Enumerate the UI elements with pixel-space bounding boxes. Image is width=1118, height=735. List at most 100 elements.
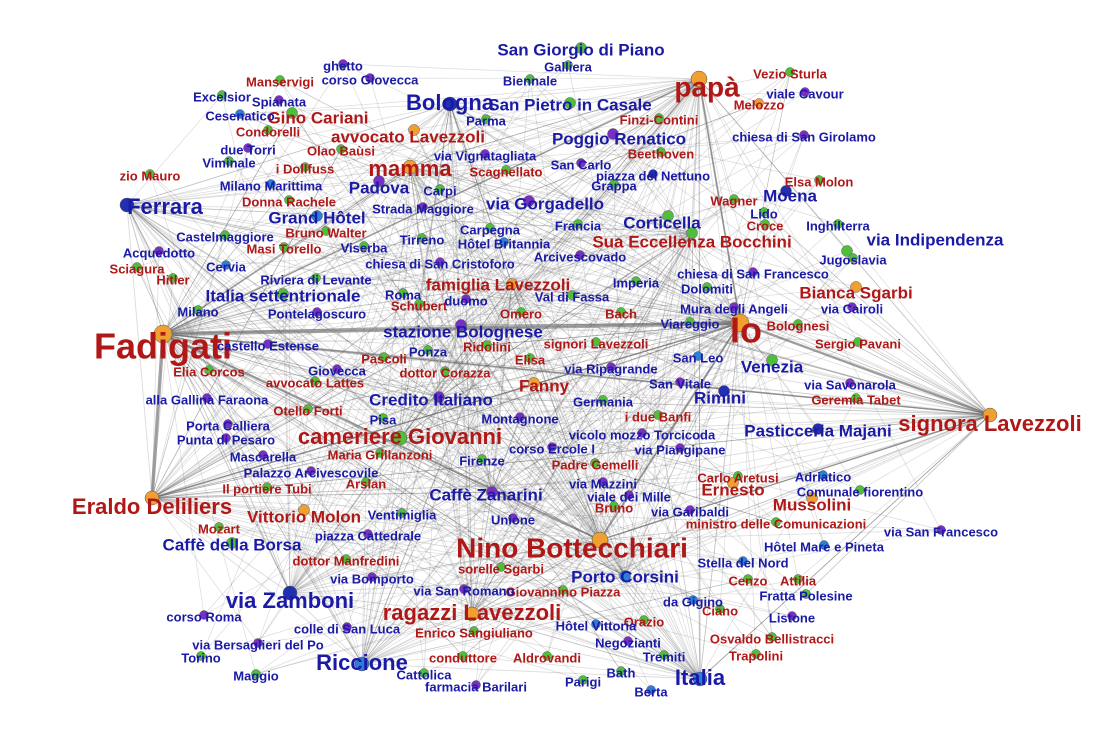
network-edge — [206, 397, 701, 680]
network-edge — [342, 63, 462, 326]
network-edge — [239, 78, 700, 115]
network-edge — [599, 232, 693, 541]
network-edge — [460, 324, 861, 491]
network-edge — [763, 211, 991, 416]
network-edge — [462, 539, 601, 657]
network-edge — [546, 78, 700, 657]
node-dot-corsoGiov — [365, 73, 375, 83]
node-dot-dottcorazza — [440, 366, 450, 376]
network-edge — [126, 204, 227, 266]
network-edge — [460, 215, 669, 326]
network-edge — [698, 78, 848, 252]
network-edge — [698, 78, 701, 680]
node-dot-porto — [619, 570, 631, 582]
node-label-viaPiangi: via Piangipane — [634, 442, 725, 457]
network-edge — [449, 103, 513, 285]
node-label-nino: Nino Bottecchiari — [456, 532, 688, 563]
network-edge — [289, 324, 462, 594]
node-label-olao: Olao Baùsi — [307, 143, 375, 158]
network-edge — [336, 78, 700, 370]
network-edge — [126, 204, 316, 382]
network-edge — [203, 324, 462, 616]
node-dot-mussolini — [806, 492, 818, 504]
node-dot-avvlattes — [310, 376, 320, 386]
network-edge — [484, 153, 991, 416]
network-edge — [511, 283, 721, 610]
node-dot-negozianti — [623, 636, 633, 646]
network-edge — [361, 223, 839, 665]
node-label-ministro: ministro delle Comunicazioni — [686, 516, 867, 531]
node-dot-mascarella — [258, 450, 268, 460]
network-edge — [624, 232, 693, 577]
node-dot-conduttore — [458, 651, 468, 661]
network-edge — [289, 408, 309, 594]
network-edge — [325, 78, 700, 232]
node-label-ferrara: Ferrara — [127, 194, 204, 219]
network-labels: Fadigati Io Nino Bottecchiari papà Eraldo De… — [72, 40, 1082, 699]
network-edge — [197, 78, 700, 311]
network-edge — [151, 71, 791, 499]
network-edge — [162, 271, 754, 335]
network-edge — [698, 78, 859, 343]
node-dot-papa — [690, 70, 708, 88]
network-edge — [361, 481, 367, 665]
network-edge — [698, 78, 701, 680]
network-edge — [471, 232, 693, 615]
network-edge — [460, 232, 693, 326]
network-edge — [471, 322, 741, 615]
network-edge — [162, 333, 535, 384]
node-dot-arcivescovado — [575, 250, 585, 260]
network-edge — [126, 204, 268, 488]
node-label-maggio: Maggio — [233, 668, 279, 683]
network-edge — [383, 103, 451, 358]
network-edge — [371, 539, 601, 578]
network-edge — [413, 103, 451, 131]
node-dot-germania — [598, 395, 608, 405]
network-edge — [257, 437, 401, 644]
network-edge — [624, 428, 819, 577]
network-edge — [361, 575, 626, 665]
network-edge — [151, 414, 991, 499]
node-dot-acquedotto — [154, 246, 164, 256]
network-edge — [279, 79, 440, 398]
node-label-torino: Torino — [181, 650, 221, 665]
network-edge — [218, 526, 626, 577]
node-label-rivieraLev: Riviera di Levante — [260, 272, 371, 287]
network-edge — [465, 298, 473, 615]
node-dot-arslan — [361, 477, 371, 487]
network-edge — [667, 215, 741, 324]
network-edge — [399, 103, 451, 439]
network-edge — [289, 78, 531, 594]
network-edge — [361, 179, 820, 665]
network-edge — [361, 578, 749, 665]
node-dot-viareggio — [685, 317, 695, 327]
node-label-dottManfredini: dottor Manfredini — [293, 553, 400, 568]
network-edge — [126, 204, 513, 285]
node-label-vicolo: vicolo mozzo Torcicoda — [569, 427, 716, 442]
node-label-tremiti: Tremiti — [643, 649, 686, 664]
node-dot-tirreno — [417, 233, 427, 243]
network-edge — [449, 103, 701, 680]
network-edge — [225, 232, 693, 266]
network-edge — [162, 333, 626, 577]
network-edge — [491, 366, 612, 493]
network-edge — [409, 134, 805, 168]
network-edge — [162, 117, 660, 335]
network-edge — [126, 204, 665, 656]
node-dot-comunale — [855, 485, 865, 495]
network-edge — [857, 341, 991, 416]
network-edge — [460, 324, 807, 595]
node-dot-enrico — [469, 626, 479, 636]
network-edge — [291, 112, 693, 234]
network-edge — [151, 491, 493, 499]
network-edge — [151, 396, 440, 499]
network-edge — [197, 309, 701, 680]
node-label-hotelMare: Hôtel Mare e Pineta — [764, 539, 885, 554]
network-edge — [624, 250, 848, 577]
network-edge — [427, 349, 701, 680]
network-edge — [162, 333, 257, 675]
node-dot-parigi — [578, 675, 588, 685]
network-edge — [289, 417, 384, 594]
node-dot-piazzaCatt — [363, 529, 373, 539]
node-label-germania: Germania — [573, 394, 634, 409]
